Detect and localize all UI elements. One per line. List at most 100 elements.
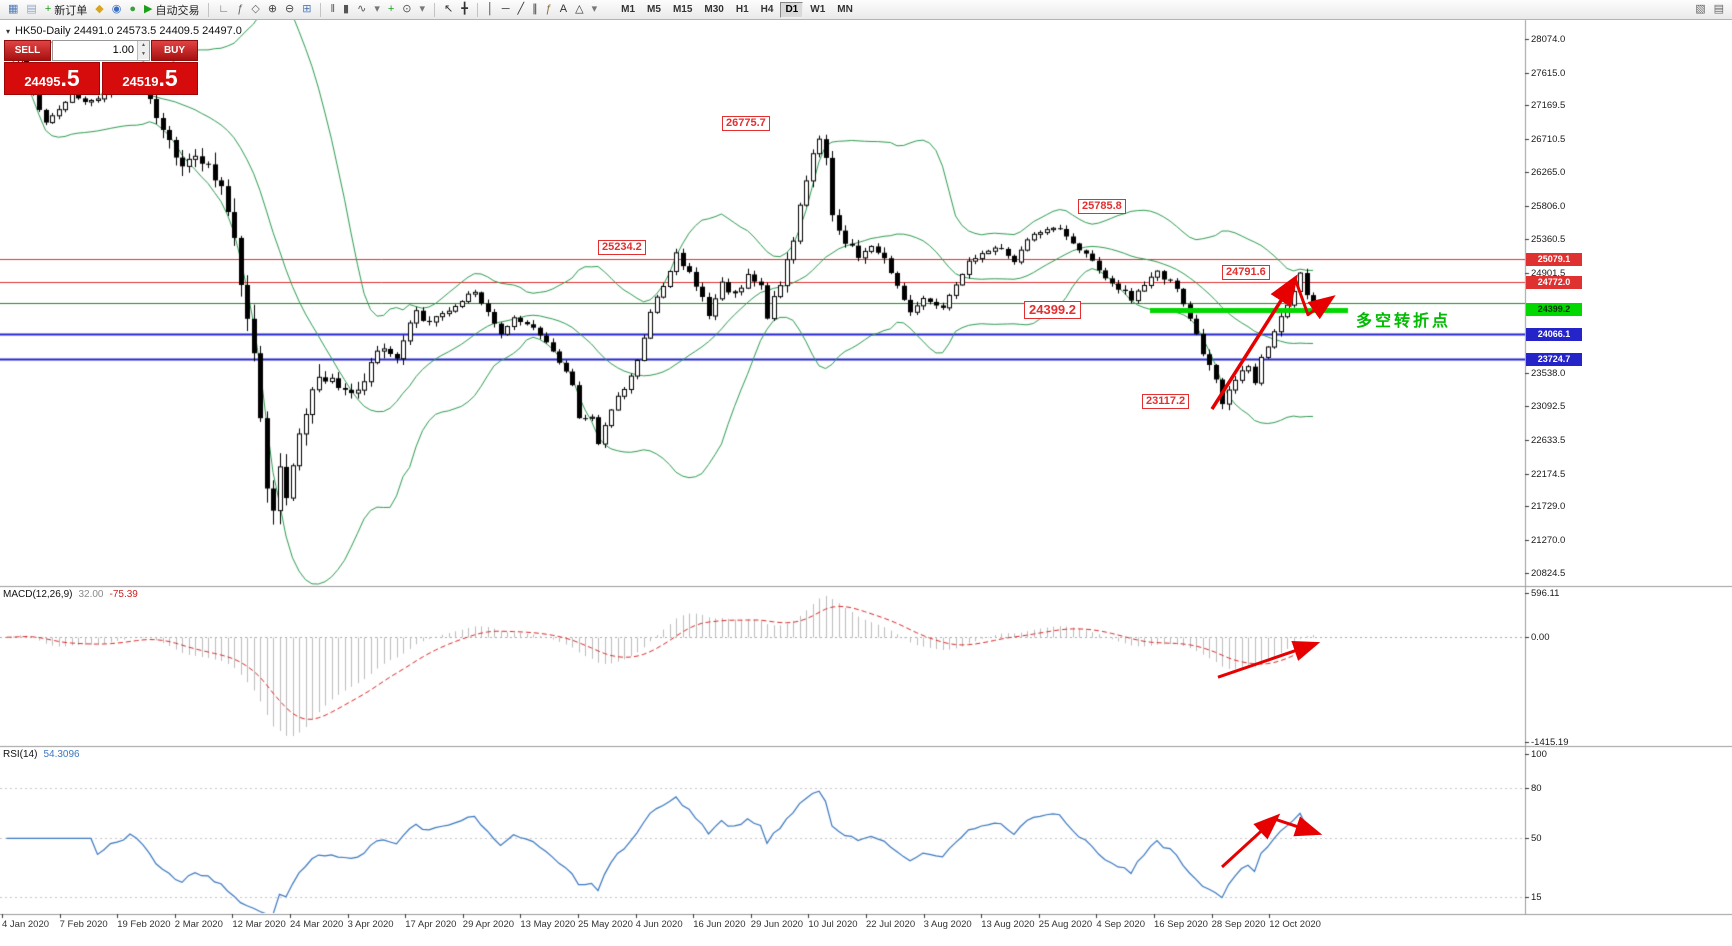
terminal-icon[interactable]: ◆ <box>91 0 107 19</box>
vertical-line-icon: │ <box>486 3 494 15</box>
objects-list-icon[interactable]: ◇ <box>247 0 263 19</box>
symbol-ohlc-text: HK50-Daily 24491.0 24573.5 24409.5 24497… <box>15 25 242 37</box>
horizontal-line-icon: ─ <box>501 3 510 15</box>
timeframe-mn-button[interactable]: MN <box>837 3 853 15</box>
timeframe-m5-button[interactable]: M5 <box>647 3 661 15</box>
data-window-icon: ∟ <box>218 3 230 15</box>
rsi-name: RSI(14) <box>3 749 38 760</box>
crosshair-icon[interactable]: ╋ <box>457 0 472 19</box>
chart-profiles-icon: ▤ <box>26 3 37 15</box>
tile-windows-icon: ⊞ <box>302 3 312 15</box>
sell-button[interactable]: SELL <box>4 40 51 61</box>
timeframe-button-group: M1 M5 M15 M30 H1 H4 D1 W1 MN <box>615 1 859 18</box>
line-chart-icon[interactable]: ∿ <box>353 0 370 19</box>
buy-button[interactable]: BUY <box>151 40 198 61</box>
timeframe-m1-button[interactable]: M1 <box>621 3 636 15</box>
shapes-icon: △ <box>575 3 584 15</box>
channel-icon[interactable]: ∥ <box>528 0 542 19</box>
add-indicator-icon[interactable]: + <box>384 0 398 19</box>
templates-dropdown-icon[interactable]: ▾ <box>416 0 430 19</box>
objects-list-icon: ◇ <box>251 3 260 15</box>
window-arrange-icon[interactable]: ▧ <box>1691 0 1709 19</box>
data-window-icon[interactable]: ∟ <box>214 0 233 19</box>
toolbar-right-group: ▧ ▤ <box>1691 0 1728 19</box>
volume-value[interactable]: 1.00 <box>112 44 134 56</box>
new-chart-icon: ▦ <box>8 3 19 15</box>
new-chart-icon[interactable]: ▦ <box>4 0 22 19</box>
cursor-icon[interactable]: ↖ <box>440 0 457 19</box>
horizontal-line-icon[interactable]: ─ <box>498 0 514 19</box>
volume-spin-buttons: ▲ ▼ <box>137 41 149 60</box>
tile-windows-icon[interactable]: ⊞ <box>298 0 315 19</box>
symbol-ohlc-info: ▾ HK50-Daily 24491.0 24573.5 24409.5 244… <box>6 25 242 37</box>
market-watch-icon[interactable]: ● <box>125 0 140 19</box>
text-label-icon[interactable]: A <box>556 0 571 19</box>
timeframe-m30-button[interactable]: M30 <box>704 3 724 15</box>
trendline-icon[interactable]: ╱ <box>514 0 529 19</box>
line-chart-icon: ∿ <box>357 3 367 15</box>
bar-chart-icon: ‖ <box>330 3 336 15</box>
fibonacci-icon[interactable]: ƒ <box>542 0 556 19</box>
auto-trading-icon: ▶ <box>143 3 153 15</box>
macd-signal-value: -75.39 <box>109 589 138 600</box>
macd-name: MACD(12,26,9) <box>3 589 73 600</box>
fibonacci-icon: ƒ <box>545 3 552 15</box>
chart-profiles-icon[interactable]: ▤ <box>22 0 40 19</box>
indicators-icon[interactable]: ƒ <box>233 0 247 19</box>
main-toolbar: ▦ ▤ + 新订单 ◆ ◉ ● ▶ 自动交易 ∟ ƒ ◇ ⊕ ⊖ ⊞ ‖ ▮ ∿ ▾ + ⊙ ▾ ↖ ╋ │ ─ ╱ ∥ ƒ A △ ▾ M1… <box>0 0 1732 20</box>
sell-price-display[interactable]: 24495.5 <box>4 62 100 95</box>
volume-up-icon[interactable]: ▲ <box>138 41 149 50</box>
new-order-button[interactable]: + 新订单 <box>41 0 91 19</box>
templates-dropdown-icon: ▾ <box>419 3 426 15</box>
navigator-icon: ◉ <box>111 3 122 15</box>
price-integer-part: 24495 <box>24 74 61 89</box>
arrows-dropdown-icon: ▾ <box>591 3 598 15</box>
new-order-icon: + <box>44 3 52 15</box>
add-indicator-icon: + <box>387 3 395 15</box>
chart-shift-icon: ▤ <box>1713 3 1724 15</box>
navigator-icon[interactable]: ◉ <box>108 0 126 19</box>
one-click-collapse-icon[interactable]: ▾ <box>6 26 11 36</box>
bar-chart-icon[interactable]: ‖ <box>326 0 339 19</box>
channel-icon: ∥ <box>532 3 538 15</box>
zoom-in-icon: ⊕ <box>267 3 278 15</box>
toolbar-button-group: ▦ ▤ + 新订单 ◆ ◉ ● ▶ 自动交易 ∟ ƒ ◇ ⊕ ⊖ ⊞ ‖ ▮ ∿ ▾ + ⊙ ▾ ↖ ╋ │ ─ ╱ ∥ ƒ A △ ▾ <box>4 0 601 19</box>
buy-price-display[interactable]: 24519.5 <box>102 62 198 95</box>
price-integer-part: 24519 <box>122 74 159 89</box>
zoom-out-icon[interactable]: ⊖ <box>281 0 298 19</box>
chart-shift-icon[interactable]: ▤ <box>1710 0 1728 19</box>
timeframe-d1-button[interactable]: D1 <box>780 1 804 18</box>
period-clock-icon: ⊙ <box>402 3 412 15</box>
rsi-indicator-label: RSI(14) 54.3096 <box>3 749 80 760</box>
shapes-icon[interactable]: △ <box>571 0 587 19</box>
trendline-icon: ╱ <box>517 3 525 15</box>
volume-down-icon[interactable]: ▼ <box>138 50 149 59</box>
turning-point-label: 多空转折点 <box>1356 313 1452 331</box>
zoom-in-icon[interactable]: ⊕ <box>264 0 281 19</box>
indicators-icon: ƒ <box>237 3 244 15</box>
auto-trading-button[interactable]: ▶ 自动交易 <box>140 0 203 19</box>
window-arrange-icon: ▧ <box>1695 3 1706 15</box>
one-click-trading-panel: SELL 1.00 ▲ ▼ BUY 24495.5 24519.5 <box>4 40 198 95</box>
timeframe-h1-button[interactable]: H1 <box>735 3 749 15</box>
timeframe-m15-button[interactable]: M15 <box>672 3 693 15</box>
market-watch-icon: ● <box>129 3 136 15</box>
crosshair-icon: ╋ <box>461 3 468 15</box>
rsi-value: 54.3096 <box>43 749 80 760</box>
price-fraction-part: .5 <box>158 65 178 91</box>
candlestick-icon[interactable]: ▮ <box>339 0 353 19</box>
zoom-out-icon: ⊖ <box>285 3 295 15</box>
timeframe-w1-button[interactable]: W1 <box>810 3 826 15</box>
arrows-dropdown-icon[interactable]: ▾ <box>588 0 602 19</box>
timeframe-h4-button[interactable]: H4 <box>760 3 774 15</box>
chart-mode-dropdown-icon[interactable]: ▾ <box>370 0 384 19</box>
toolbar-separator <box>476 2 478 17</box>
vertical-line-icon[interactable]: │ <box>483 0 498 19</box>
period-clock-icon[interactable]: ⊙ <box>398 0 415 19</box>
cursor-icon: ↖ <box>444 3 454 15</box>
price-fraction-part: .5 <box>60 65 80 91</box>
new-order-button-label: 新订单 <box>54 4 88 17</box>
volume-stepper[interactable]: 1.00 ▲ ▼ <box>52 40 150 61</box>
